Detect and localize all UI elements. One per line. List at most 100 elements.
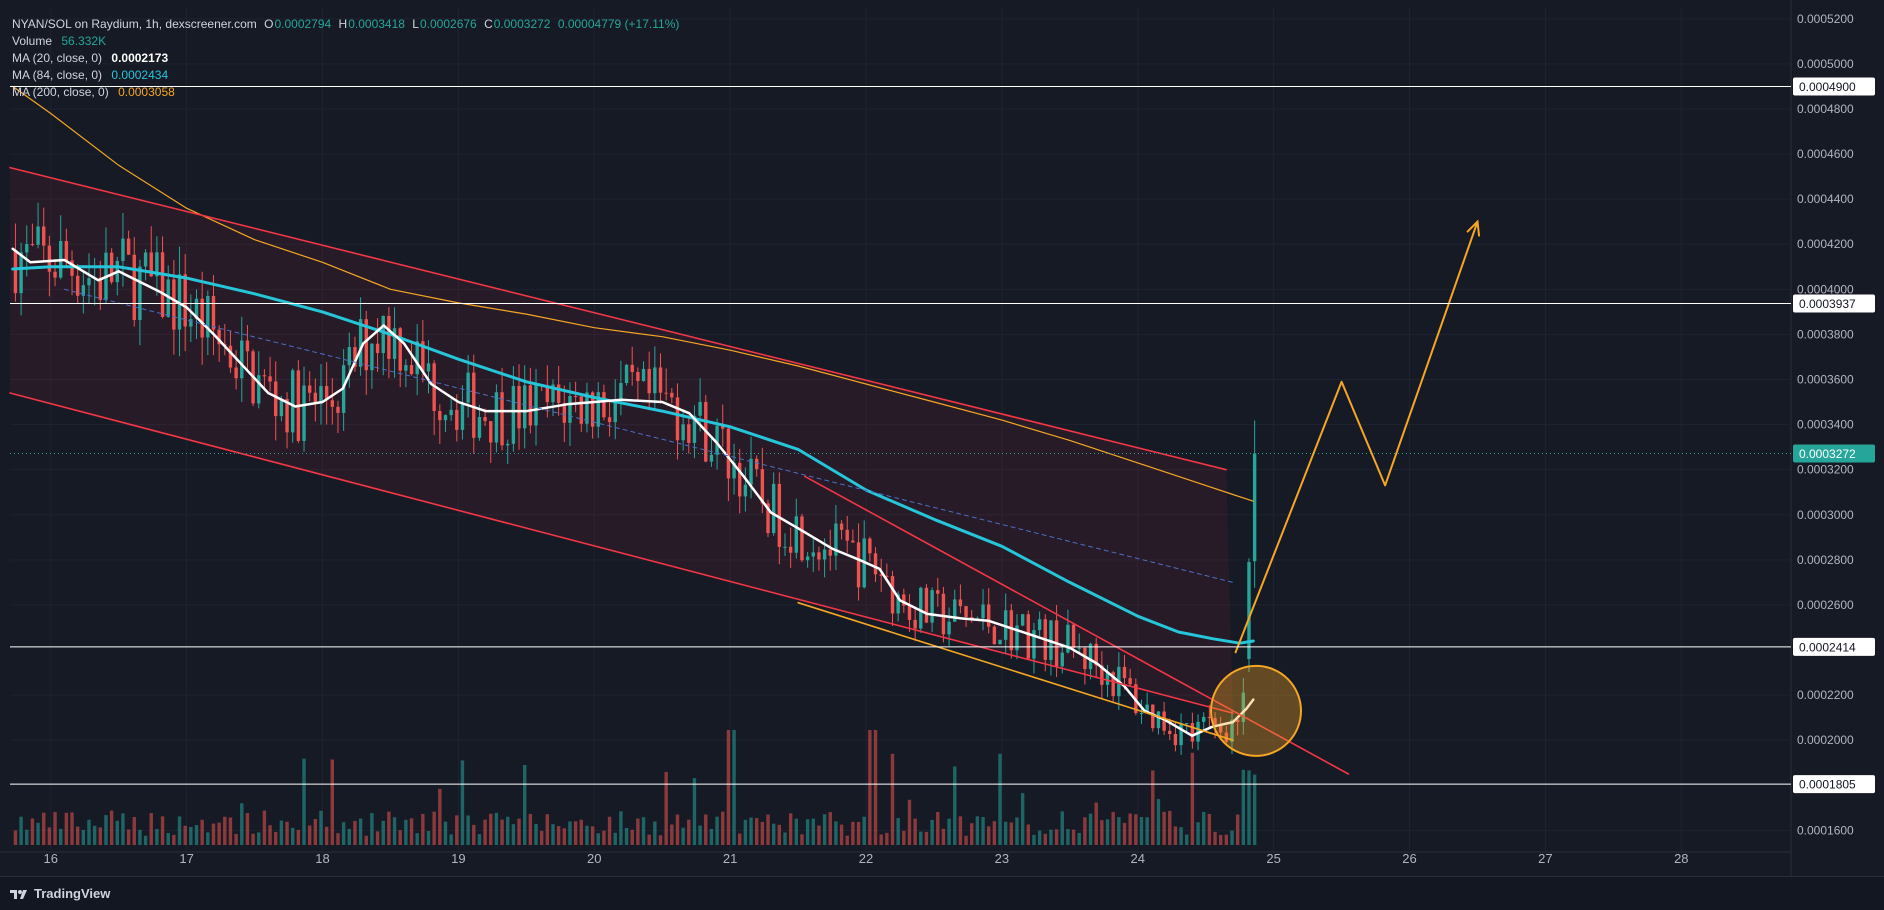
volume-bar	[596, 833, 600, 845]
candle-body	[545, 385, 550, 403]
candle-body	[421, 341, 425, 372]
candle-body	[766, 503, 770, 534]
volume-bar	[121, 813, 125, 845]
volume-bar	[421, 813, 425, 845]
legend-volume-row[interactable]: Volume 56.332K	[12, 33, 679, 50]
candle-body	[856, 542, 861, 588]
volume-bar	[902, 830, 906, 845]
volume-bar	[998, 753, 1002, 845]
candle-body	[324, 386, 329, 401]
candle-body	[1066, 624, 1070, 653]
candle-body	[172, 279, 176, 330]
volume-bar	[1009, 822, 1014, 845]
last-price-badge: 0.0003272	[1793, 444, 1875, 463]
candle-body	[30, 244, 35, 246]
volume-bar	[109, 810, 114, 845]
volume-bar	[624, 828, 629, 845]
volume-bar	[1003, 821, 1008, 845]
tradingview-logo[interactable]: TradingView	[10, 886, 110, 901]
breakout-highlight-circle	[1210, 664, 1302, 757]
level-badge-label: 0.0004900	[1799, 80, 1856, 94]
candle-body	[1003, 610, 1008, 640]
candle-body	[126, 238, 131, 255]
candle-body	[387, 315, 391, 359]
ma84-label: MA (84, close, 0)	[12, 68, 103, 82]
candle-body	[687, 424, 691, 443]
candle-body	[732, 462, 736, 479]
candle-body	[953, 599, 957, 622]
candle-body	[534, 385, 538, 426]
candle-body	[336, 406, 340, 413]
ma200-label: MA (200, close, 0)	[12, 85, 109, 99]
volume-bar	[658, 835, 663, 845]
volume-bar	[36, 822, 40, 845]
volume-bar	[200, 819, 204, 845]
candle-body	[523, 385, 527, 429]
candle-body	[370, 343, 374, 371]
volume-bar	[879, 834, 883, 845]
price-tick-label: 0.0003200	[1797, 463, 1854, 477]
volume-bar	[381, 820, 385, 845]
candle-body	[143, 252, 148, 267]
volume-bar	[166, 833, 170, 845]
volume-bar	[1077, 832, 1081, 845]
candle-body	[1032, 630, 1036, 659]
volume-bar	[619, 811, 623, 845]
volume-bar	[1100, 820, 1104, 845]
volume-bar	[924, 831, 929, 845]
volume-bar	[528, 813, 533, 845]
candle-body	[392, 328, 397, 359]
volume-bar	[839, 824, 844, 845]
ohlc-close: C0.0003272	[484, 17, 551, 31]
candle-body	[472, 372, 476, 438]
candle-body	[664, 392, 668, 394]
volume-bar	[1235, 814, 1240, 845]
volume-bar	[211, 823, 216, 845]
volume-bar	[1037, 830, 1042, 845]
candle-body	[1009, 610, 1014, 651]
volume-bar	[1179, 827, 1183, 845]
time-tick-label: 24	[1131, 851, 1145, 866]
volume-bar	[1134, 814, 1138, 845]
volume-bar	[766, 814, 770, 845]
volume-bar	[817, 825, 821, 845]
volume-bar	[670, 824, 674, 845]
candle-body	[834, 523, 838, 556]
candle-body	[206, 295, 210, 338]
volume-bar	[449, 834, 453, 845]
volume-bar	[715, 816, 719, 845]
volume-bar	[1049, 829, 1053, 845]
level-badge-label: 0.0001805	[1799, 778, 1856, 792]
volume-bar	[907, 799, 912, 845]
candle-body	[415, 341, 419, 375]
candle-body	[1190, 723, 1195, 742]
volume-bar	[573, 821, 578, 845]
volume-bar	[545, 814, 550, 845]
tradingview-icon	[10, 889, 27, 899]
volume-bar	[1145, 817, 1149, 845]
level-badge-bg	[1793, 294, 1875, 313]
channel-lower-line	[9, 392, 1234, 714]
volume-bar	[19, 816, 23, 845]
volume-bar	[1207, 813, 1212, 845]
legend-ma20-row[interactable]: MA (20, close, 0) 0.0002173	[12, 50, 679, 67]
volume-bar	[13, 830, 18, 845]
legend-ma200-row[interactable]: MA (200, close, 0) 0.0003058	[12, 84, 679, 101]
volume-bar	[641, 817, 646, 845]
volume-bar	[75, 826, 80, 845]
candle-body	[681, 424, 685, 441]
legend-ma84-row[interactable]: MA (84, close, 0) 0.0002434	[12, 67, 679, 84]
volume-bar	[1156, 799, 1161, 845]
volume-bar	[579, 819, 583, 845]
volume-bar	[738, 833, 742, 845]
volume-bar	[1043, 833, 1047, 845]
candle-body	[375, 343, 380, 354]
candle-body	[873, 553, 878, 575]
volume-bar	[92, 825, 97, 845]
volume-bars	[13, 730, 1257, 845]
candle-body	[1213, 718, 1217, 725]
volume-label: Volume	[12, 34, 53, 48]
volume-bar	[607, 816, 612, 845]
